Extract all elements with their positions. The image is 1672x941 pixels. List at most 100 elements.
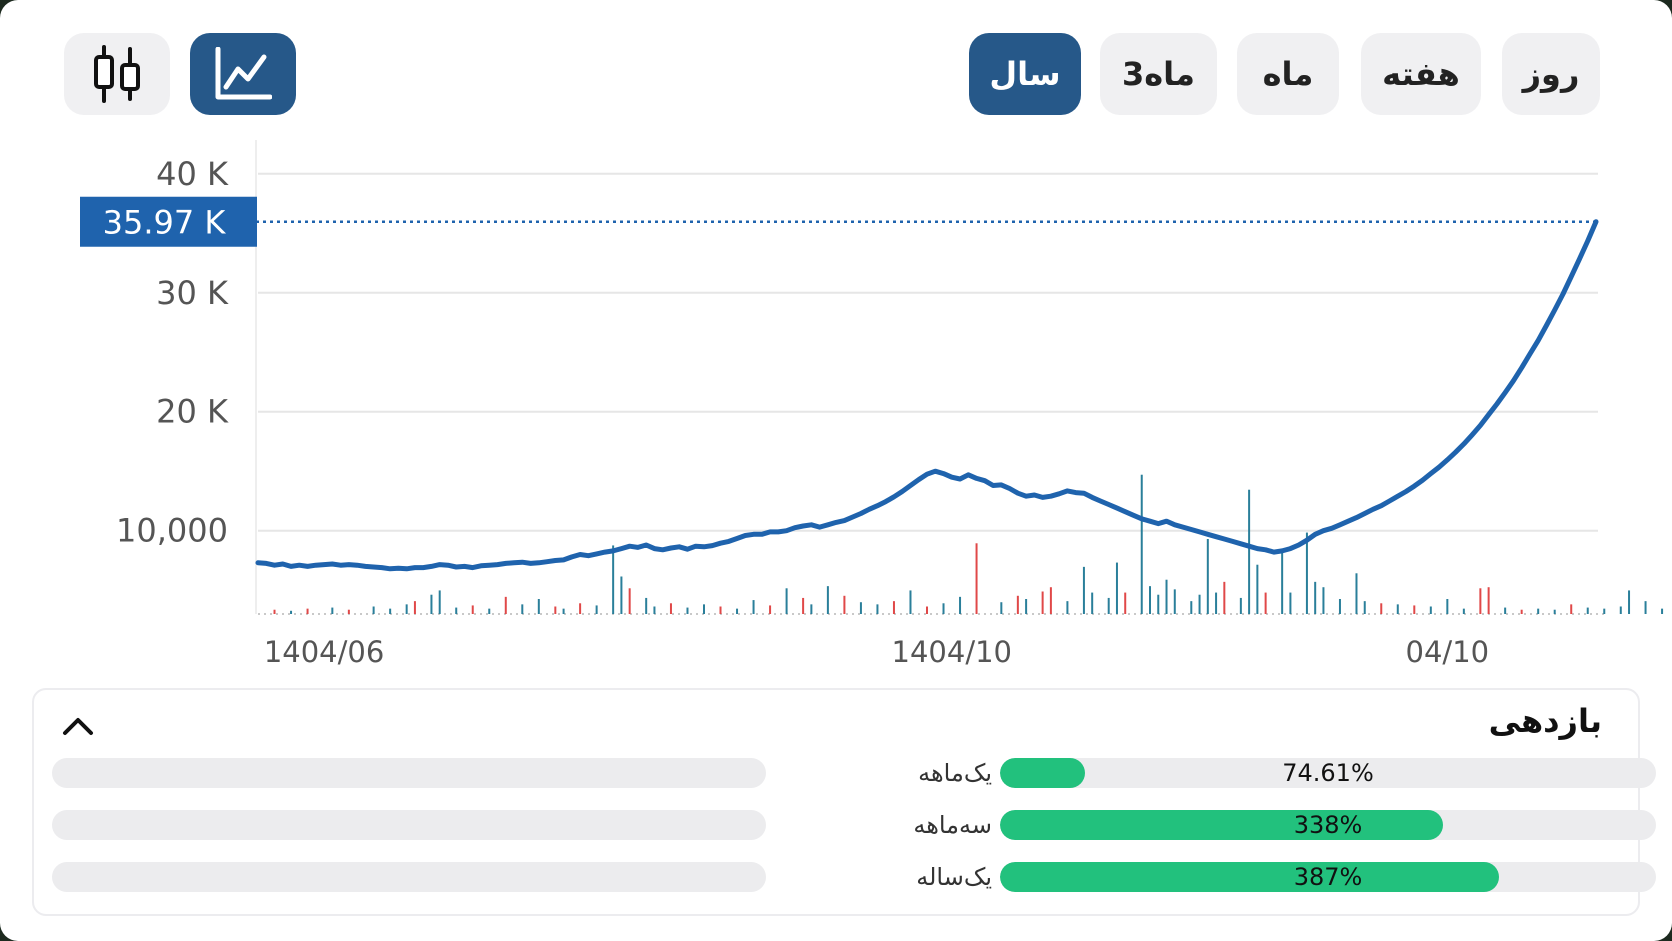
volume-bar bbox=[1446, 599, 1449, 614]
volume-bar bbox=[290, 610, 293, 614]
volume-bar bbox=[1487, 587, 1490, 614]
volume-bar bbox=[389, 608, 392, 614]
comparison-bar bbox=[52, 810, 766, 840]
volume-bar bbox=[769, 605, 772, 614]
return-value: 387% bbox=[1293, 863, 1363, 891]
period-week-button[interactable]: هفته bbox=[1361, 33, 1481, 115]
volume-bar bbox=[620, 576, 623, 614]
volume-bar bbox=[1239, 597, 1242, 614]
volume-bar bbox=[347, 609, 350, 614]
volume-bar bbox=[1149, 586, 1151, 614]
volume-bar bbox=[1380, 603, 1383, 614]
volume-bar bbox=[405, 604, 408, 614]
volume-bar bbox=[1553, 609, 1556, 614]
return-label: یک‌ماهه bbox=[918, 759, 992, 787]
return-row-1-year: یک‌ساله 387% bbox=[34, 860, 1656, 894]
volume-bar bbox=[1157, 594, 1160, 614]
volume-bar bbox=[1165, 579, 1168, 614]
volume-bar bbox=[1644, 601, 1647, 614]
volume-bar bbox=[1198, 594, 1201, 614]
volume-bar bbox=[1661, 608, 1664, 614]
volume-bar bbox=[595, 605, 598, 614]
volume-bar bbox=[1041, 591, 1044, 614]
return-label: یک‌ساله bbox=[916, 863, 992, 891]
return-label: سه‌ماهه bbox=[913, 811, 992, 839]
return-progress-fill bbox=[1000, 862, 1499, 892]
current-value-badge bbox=[80, 196, 257, 247]
volume-bar bbox=[1314, 581, 1317, 614]
volume-bar bbox=[1305, 532, 1308, 614]
price-line bbox=[255, 219, 1599, 572]
volume-bar bbox=[273, 609, 276, 614]
volume-bar bbox=[1396, 604, 1399, 614]
y-tick-label: 20 K bbox=[156, 393, 229, 431]
period-day-button[interactable]: روز bbox=[1502, 33, 1600, 115]
comparison-bar bbox=[52, 862, 766, 892]
volume-bar bbox=[1338, 599, 1341, 614]
volume-bar bbox=[1619, 606, 1622, 614]
returns-title: بازدهی bbox=[1488, 702, 1602, 740]
volume-bar bbox=[554, 606, 557, 614]
volume-bar bbox=[1281, 549, 1284, 614]
volume-bar bbox=[1429, 606, 1432, 614]
volume-bar bbox=[975, 543, 978, 614]
volume-bar bbox=[612, 545, 615, 614]
volume-bar bbox=[1462, 608, 1465, 614]
y-tick-label: 30 K bbox=[156, 274, 229, 312]
volume-bar bbox=[628, 588, 631, 614]
candlestick-icon bbox=[94, 45, 140, 103]
y-tick-label: 40 K bbox=[156, 155, 229, 193]
volume-bar bbox=[1256, 564, 1259, 614]
volume-bar bbox=[1115, 562, 1118, 614]
volume-bar bbox=[1603, 608, 1606, 614]
chevron-up-icon bbox=[63, 718, 93, 735]
current-value-label: 35.97 K bbox=[103, 204, 227, 242]
x-tick-label: 1404/06 bbox=[264, 635, 384, 669]
line-chart-mode-button[interactable] bbox=[190, 33, 296, 115]
volume-bar bbox=[926, 606, 928, 614]
x-tick-label: 1404/10 bbox=[892, 635, 1012, 669]
volume-bar bbox=[810, 604, 813, 614]
volume-bar bbox=[438, 590, 441, 614]
volume-bar bbox=[372, 606, 375, 614]
volume-bar bbox=[802, 597, 805, 614]
period-three-month-button[interactable]: 3ماه bbox=[1100, 33, 1217, 115]
volume-bar bbox=[1586, 607, 1589, 614]
price-line-chart: 40 K 30 K 20 K 10,000 35.97 K 1404/06 1404/10 0… bbox=[80, 140, 1664, 669]
volume-bar bbox=[504, 596, 507, 614]
volume-bar bbox=[1413, 605, 1416, 614]
volume-bar bbox=[1107, 597, 1110, 614]
y-tick-label: 10,000 bbox=[116, 512, 228, 550]
volume-bar bbox=[876, 604, 879, 614]
volume-bar bbox=[1016, 595, 1019, 614]
return-progress-fill bbox=[1000, 758, 1086, 788]
volume-bar bbox=[703, 604, 705, 614]
x-tick-label: 04/10 bbox=[1406, 635, 1490, 669]
volume-bar bbox=[455, 607, 458, 614]
volume-bar bbox=[1322, 587, 1325, 614]
volume-bar bbox=[1363, 601, 1366, 614]
period-month-button[interactable]: ماه bbox=[1237, 33, 1339, 115]
returns-panel: بازدهی یک‌ماهه 74.61% سه‌ماهه 338% یک‌ bbox=[32, 688, 1656, 916]
volume-bar bbox=[1289, 592, 1292, 614]
volume-bar bbox=[826, 586, 829, 614]
comparison-bar bbox=[52, 758, 766, 788]
volume-bar bbox=[1049, 587, 1052, 614]
return-progress-track: 387% bbox=[1000, 862, 1656, 892]
return-value: 74.61% bbox=[1282, 759, 1374, 787]
volume-bar bbox=[686, 607, 689, 614]
return-row-3-month: سه‌ماهه 338% bbox=[34, 808, 1656, 842]
period-year-button[interactable]: سال bbox=[969, 33, 1081, 115]
volume-bar bbox=[1628, 590, 1631, 614]
volume-bar bbox=[942, 603, 945, 614]
return-progress-fill bbox=[1000, 810, 1443, 840]
line-chart-icon bbox=[215, 47, 272, 100]
volume-bar bbox=[909, 590, 912, 614]
volume-bar bbox=[1091, 592, 1094, 614]
collapse-button[interactable] bbox=[56, 706, 100, 746]
volume-bar bbox=[1504, 607, 1507, 614]
candlestick-mode-button[interactable] bbox=[64, 33, 170, 115]
volume-bar bbox=[892, 601, 895, 614]
volume-bar bbox=[736, 608, 739, 614]
